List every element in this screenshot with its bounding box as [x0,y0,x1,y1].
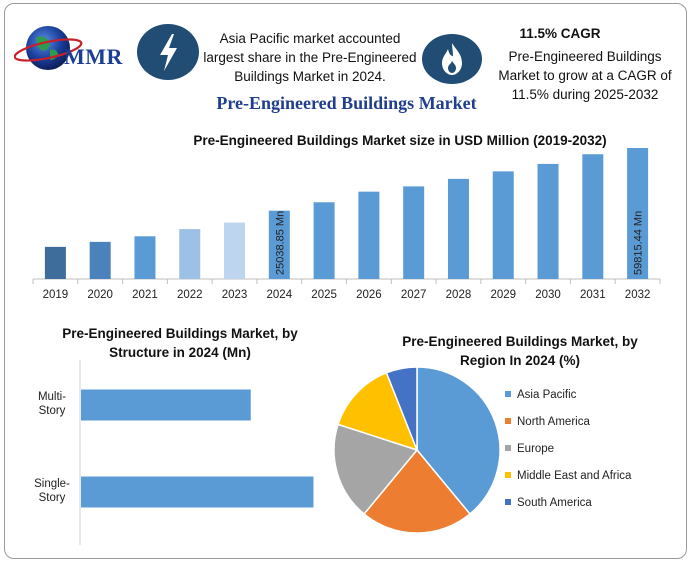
hbar-multi-story [81,389,251,421]
pie-slice-asia-pacific [416,366,501,516]
bar-2019 [44,246,66,279]
y-tick-label-single-story: Single-Story [34,478,70,504]
logo-text: MMR [64,44,123,69]
legend-label: Europe [517,443,555,455]
cagr-title: 11.5% CAGR [519,26,601,41]
legend-item-asia-pacific: Asia Pacific [505,389,576,401]
mmr-logo [13,20,132,78]
x-tick-label-2022: 2022 [177,289,203,301]
bar-2020 [89,241,111,279]
pie-slice-south-america [385,366,418,451]
region-chart-title: Pre-Engineered Buildings Market, by Regi… [385,332,655,370]
legend-label: South America [517,497,592,509]
x-tick-label-2029: 2029 [490,289,516,301]
legend-item-south-america: South America [505,497,592,509]
legend-item-north-america: North America [505,416,590,428]
x-tick-label-2028: 2028 [446,289,472,301]
y-tick-label-multi-story: Multi-Story [38,391,66,417]
x-tick-label-2025: 2025 [311,289,337,301]
bar-2031 [582,154,604,279]
legend-label: Middle East and Africa [517,470,632,482]
cagr-text: Pre-Engineered Buildings Market to grow … [498,49,672,102]
structure-chart-title-text: Pre-Engineered Buildings Market, by Stru… [62,326,298,360]
structure-bar-chart: Multi-Story Single-Story [34,360,314,545]
bar-2026 [358,191,380,279]
bar-chart-title: Pre-Engineered Buildings Market size in … [193,133,607,148]
bar-2022 [179,229,201,279]
info-asia-pacific-text: Asia Pacific market accounted largest sh… [203,31,417,84]
infographic-frame [4,3,687,559]
bar-2024 [268,210,290,279]
bar-2021 [134,236,156,279]
x-tick-label-2027: 2027 [401,289,427,301]
pie-slice-middle-east-and-africa [337,371,419,452]
bar-2028 [447,178,469,279]
region-chart-title-text: Pre-Engineered Buildings Market, by Regi… [402,334,638,368]
data-label-2032: 59815.44 Mn [633,211,645,275]
legend-swatch [505,498,511,505]
bar-2023 [224,222,246,279]
market-size-bar-chart: 2019 2020 2021 2022 2023 2024 25038.85 Mn 2025 2… [32,148,661,301]
flame-icon [442,43,462,75]
x-tick-label-2020: 2020 [87,289,113,301]
lightning-bolt-icon [160,34,177,71]
hbar-single-story [81,476,314,508]
bar-2032 [627,148,649,279]
pie-slice-north-america [363,448,471,534]
x-tick-label-2023: 2023 [222,289,248,301]
legend-item-middle-east-and-africa: Middle East and Africa [505,470,631,482]
bar-2027 [403,186,425,279]
bar-2030 [537,163,559,279]
x-tick-label-2030: 2030 [535,289,561,301]
legend-swatch [505,444,511,451]
legend-label: North America [517,416,590,428]
x-tick-label-2026: 2026 [356,289,382,301]
data-label-2024: 25038.85 Mn [274,211,286,275]
x-tick-label-2031: 2031 [580,289,606,301]
x-tick-label-2024: 2024 [267,289,293,301]
globe-logo-icon [13,26,83,70]
legend-label: Asia Pacific [517,389,577,401]
main-title: Pre-Engineered Buildings Market [216,93,477,113]
x-tick-label-2019: 2019 [43,289,69,301]
bar-2025 [313,202,335,279]
legend-item-europe: Europe [505,443,554,455]
structure-chart-title: Pre-Engineered Buildings Market, by Stru… [40,324,320,362]
x-tick-label-2032: 2032 [625,289,651,301]
legend-swatch [505,417,511,424]
flame-badge [422,34,482,84]
bar-2029 [492,171,514,279]
x-tick-label-2021: 2021 [132,289,158,301]
legend-swatch [505,390,511,397]
region-pie-chart [333,366,501,534]
lightning-badge [137,24,199,80]
legend-swatch [505,471,511,478]
pie-slice-europe [333,423,419,516]
